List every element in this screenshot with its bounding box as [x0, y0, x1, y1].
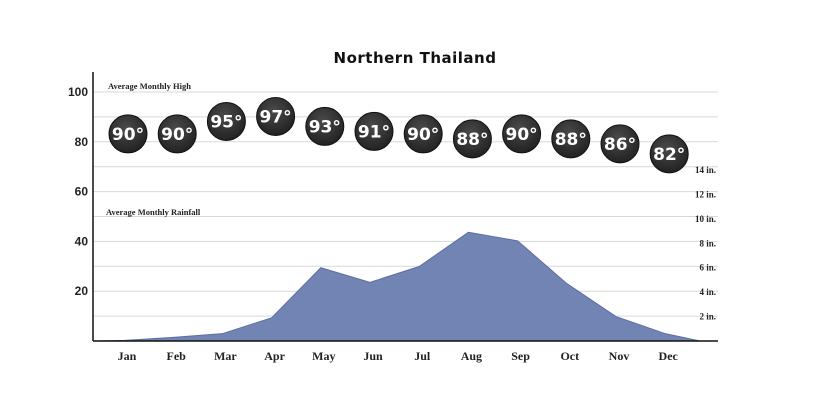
y-tick-label: 60	[75, 185, 89, 199]
temp-label: 90°	[407, 125, 439, 145]
temp-marker: 90°	[108, 114, 148, 154]
temp-label: 90°	[112, 125, 144, 145]
x-tick-label: Nov	[609, 349, 630, 363]
temp-marker: 95°	[206, 101, 246, 141]
temp-circle	[256, 96, 296, 136]
x-tick-label: Jul	[414, 349, 431, 363]
rainfall-area-layer	[92, 231, 701, 342]
temp-marker: 82°	[649, 134, 689, 174]
temp-label: 90°	[506, 125, 538, 145]
temp-circle	[403, 114, 443, 154]
temp-label: 95°	[210, 112, 242, 132]
left-axis-ticks: 20 40 60 80 100	[68, 85, 88, 298]
temp-marker: 91°	[354, 111, 394, 151]
right-tick-label: 10 in.	[695, 214, 716, 224]
temp-circle	[108, 114, 148, 154]
x-tick-label: Mar	[214, 349, 237, 363]
series-label-rainfall: Average Monthly Rainfall	[106, 207, 201, 217]
x-tick-label: Aug	[461, 349, 482, 363]
temp-marker: 86°	[600, 124, 640, 164]
temp-marker: 90°	[502, 114, 542, 154]
x-axis-ticks: Jan Feb Mar Apr May Jun Jul Aug Sep Oct Nov Dec	[118, 349, 679, 363]
y-tick-label: 100	[68, 85, 88, 99]
temp-circle	[502, 114, 542, 154]
y-tick-label: 20	[75, 284, 89, 298]
series-label-high: Average Monthly High	[108, 81, 191, 91]
temp-label: 91°	[358, 122, 390, 142]
temp-marker: 88°	[452, 119, 492, 159]
right-tick-label: 4 in.	[699, 287, 716, 297]
right-tick-label: 2 in.	[699, 312, 716, 322]
temp-label: 97°	[260, 107, 292, 127]
temp-label: 88°	[555, 130, 587, 150]
temp-circle	[157, 114, 197, 154]
x-tick-label: Jun	[363, 349, 383, 363]
temp-label: 90°	[161, 125, 193, 145]
temp-marker: 93°	[305, 106, 345, 146]
temp-circle	[600, 124, 640, 164]
right-axis-ticks: 2 in. 4 in. 6 in. 8 in. 10 in. 12 in. 14 in.	[695, 165, 716, 322]
temp-marker: 90°	[157, 114, 197, 154]
x-tick-label: Sep	[511, 349, 530, 363]
x-tick-label: May	[312, 349, 335, 363]
temp-circle	[452, 119, 492, 159]
x-tick-label: Apr	[264, 349, 285, 363]
temp-circle	[649, 134, 689, 174]
temperature-markers: 90° 90° 95° 97° 93° 91° 90° 88° 90° 88° 86° 82°	[108, 96, 689, 174]
temp-marker: 97°	[256, 96, 296, 136]
temp-circle	[305, 106, 345, 146]
right-tick-label: 6 in.	[699, 263, 716, 273]
temp-label: 86°	[604, 135, 636, 155]
temp-label: 93°	[309, 117, 341, 137]
y-tick-label: 40	[75, 234, 89, 248]
y-tick-label: 80	[75, 135, 89, 149]
temp-circle	[206, 101, 246, 141]
temp-marker: 90°	[403, 114, 443, 154]
temp-label: 88°	[456, 130, 488, 150]
rainfall-area	[92, 231, 701, 342]
right-tick-label: 14 in.	[695, 165, 716, 175]
x-tick-label: Dec	[659, 349, 679, 363]
right-tick-label: 8 in.	[699, 238, 716, 248]
chart-title: Northern Thailand	[334, 49, 497, 67]
axes	[92, 72, 718, 342]
x-tick-label: Jan	[118, 349, 137, 363]
x-tick-label: Feb	[167, 349, 187, 363]
temp-circle	[354, 111, 394, 151]
right-tick-label: 12 in.	[695, 189, 716, 199]
x-tick-label: Oct	[560, 349, 579, 363]
temp-marker: 88°	[551, 119, 591, 159]
temp-circle	[551, 119, 591, 159]
temp-label: 82°	[653, 145, 685, 165]
